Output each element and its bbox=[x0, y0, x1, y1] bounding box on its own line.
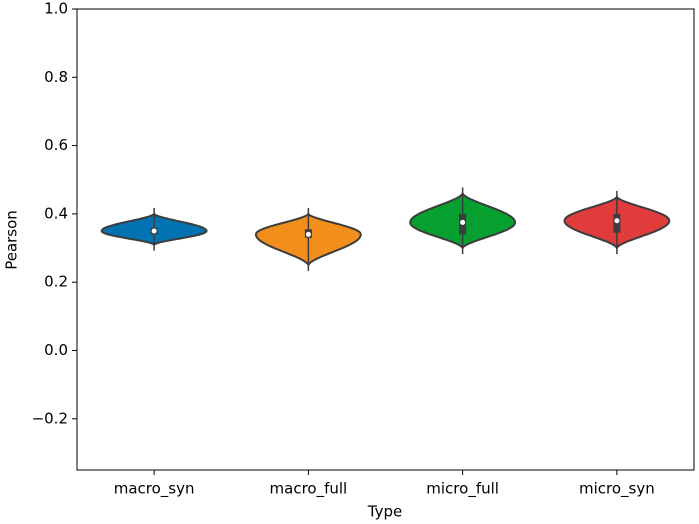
median-dot bbox=[614, 218, 620, 224]
x-tick-label: micro_syn bbox=[579, 480, 655, 499]
median-dot bbox=[305, 231, 311, 237]
y-tick-label: 0.8 bbox=[44, 68, 68, 86]
y-tick-label: 0.2 bbox=[44, 273, 68, 291]
x-tick-label: micro_full bbox=[426, 480, 499, 499]
y-tick-label: 0.4 bbox=[44, 204, 68, 222]
iqr-box bbox=[613, 213, 621, 233]
y-axis-label: Pearson bbox=[3, 210, 21, 270]
median-dot bbox=[151, 228, 157, 234]
median-dot bbox=[460, 219, 466, 225]
y-tick-label: 1.0 bbox=[44, 0, 68, 18]
y-tick-label: 0.6 bbox=[44, 136, 68, 154]
x-tick-label: macro_syn bbox=[114, 480, 195, 499]
y-tick-label: −0.2 bbox=[32, 409, 68, 427]
x-axis-label: Type bbox=[367, 503, 402, 521]
y-tick-label: 0.0 bbox=[44, 341, 68, 359]
x-tick-label: macro_full bbox=[270, 480, 348, 499]
plot-frame bbox=[76, 8, 695, 471]
